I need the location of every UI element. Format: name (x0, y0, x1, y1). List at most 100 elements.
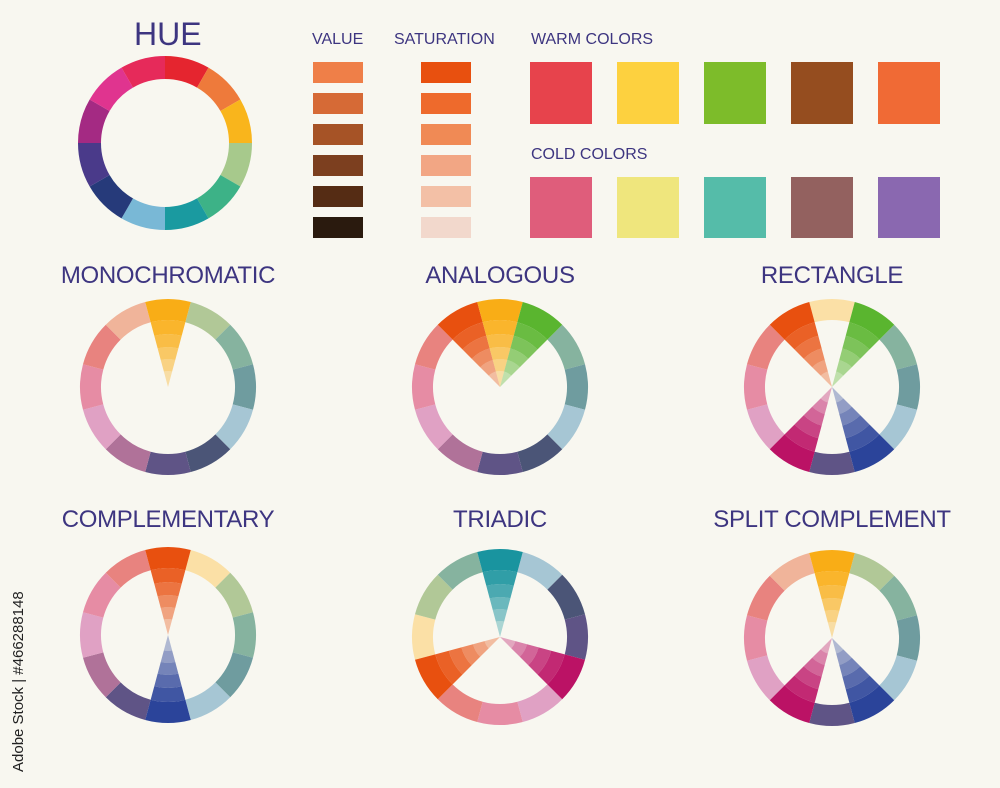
saturation-swatch (421, 93, 471, 114)
hue-segment (89, 175, 133, 219)
ring-segment (517, 434, 563, 473)
ring-segment (145, 451, 191, 475)
split-complement-title: SPLIT COMPLEMENT (713, 506, 951, 533)
value-swatch (313, 217, 363, 238)
value-swatch (313, 186, 363, 207)
ring-segment (215, 652, 254, 698)
highlight-wedge (845, 675, 880, 703)
highlight-wedge (163, 635, 173, 651)
saturation-swatch (421, 62, 471, 83)
highlight-wedge (839, 348, 861, 368)
highlight-wedge (784, 424, 819, 452)
highlight-wedge (803, 406, 825, 426)
highlight-wedge (488, 371, 500, 387)
highlight-wedge (160, 359, 176, 372)
value-swatch (313, 155, 363, 176)
ring-segment (564, 614, 588, 660)
hue-segment (197, 67, 241, 111)
ring-segment (105, 301, 151, 340)
highlight-wedge (160, 607, 176, 620)
highlight-wedge (794, 335, 822, 359)
highlight-wedge (500, 371, 512, 387)
highlight-wedge (784, 322, 819, 350)
complementary-title: COMPLEMENTARY (61, 506, 275, 533)
hue-segment (165, 56, 209, 88)
highlight-wedge (150, 320, 186, 336)
highlight-wedge (486, 334, 514, 349)
ring-segment (809, 299, 855, 323)
highlight-wedge (812, 398, 828, 415)
cold-color-swatch (878, 177, 940, 238)
highlight-wedge (839, 657, 861, 677)
ring-segment (879, 575, 918, 621)
highlight-wedge (827, 622, 837, 638)
highlight-wedge (547, 654, 586, 700)
highlight-wedge (414, 654, 453, 700)
highlight-wedge (462, 335, 490, 359)
warm-color-swatch (530, 62, 592, 124)
highlight-wedge (495, 371, 505, 387)
rectangle-wheel (744, 299, 920, 475)
highlight-wedge (482, 320, 518, 336)
ring-segment (746, 655, 785, 701)
highlight-wedge (157, 347, 179, 360)
ring-segment (215, 324, 254, 370)
highlight-wedge (832, 638, 844, 654)
highlight-wedge (836, 649, 852, 666)
highlight-wedge (477, 549, 523, 573)
highlight-wedge (154, 582, 182, 597)
highlight-wedge (507, 348, 529, 368)
ring-segment (437, 684, 483, 723)
highlight-wedge (154, 334, 182, 349)
value-swatch (313, 93, 363, 114)
ring-segment (105, 682, 151, 721)
highlight-wedge (157, 662, 179, 675)
hue-wheel (78, 56, 252, 230)
ring-segment (215, 572, 254, 618)
highlight-wedge (784, 675, 819, 703)
hue-segment (165, 198, 209, 230)
monochromatic-wheel (80, 299, 257, 475)
ring-segment (879, 404, 918, 450)
split-complement-wheel (744, 550, 920, 726)
analogous-wheel (412, 299, 588, 475)
highlight-wedge (769, 685, 815, 724)
ring-segment (185, 301, 231, 340)
highlight-wedge (145, 547, 191, 571)
ring-segment (769, 552, 815, 591)
highlight-wedge (803, 348, 825, 368)
highlight-wedge (519, 644, 539, 666)
hue-segment (121, 198, 165, 230)
ring-segment (105, 434, 151, 473)
highlight-wedge (769, 434, 815, 473)
highlight-wedge (812, 649, 828, 666)
saturation-swatch (421, 217, 471, 238)
highlight-wedge (163, 371, 173, 387)
highlight-wedge (842, 415, 870, 439)
highlight-wedge (821, 598, 843, 611)
highlight-wedge (824, 610, 840, 623)
saturation-swatch (421, 186, 471, 207)
highlight-wedge (484, 637, 500, 649)
ring-segment (849, 552, 895, 591)
ring-segment (809, 451, 855, 475)
highlight-wedge (517, 301, 563, 340)
highlight-wedge (495, 621, 505, 637)
highlight-wedge (818, 585, 846, 600)
highlight-wedge (461, 644, 481, 666)
cold-color-swatch (791, 177, 853, 238)
hue-segment (121, 56, 165, 88)
highlight-wedge (150, 686, 186, 702)
highlight-wedge (482, 570, 518, 586)
highlight-wedge (820, 638, 832, 654)
highlight-wedge (160, 650, 176, 663)
highlight-wedge (845, 424, 880, 452)
ring-segment (185, 549, 231, 588)
stock-credit: Adobe Stock | #466288148 (10, 591, 27, 772)
highlight-wedge (435, 650, 463, 685)
hue-segment (197, 175, 241, 219)
ring-segment (547, 574, 586, 620)
ring-segment (746, 404, 785, 450)
highlight-wedge (448, 647, 472, 675)
highlight-wedge (150, 568, 186, 584)
